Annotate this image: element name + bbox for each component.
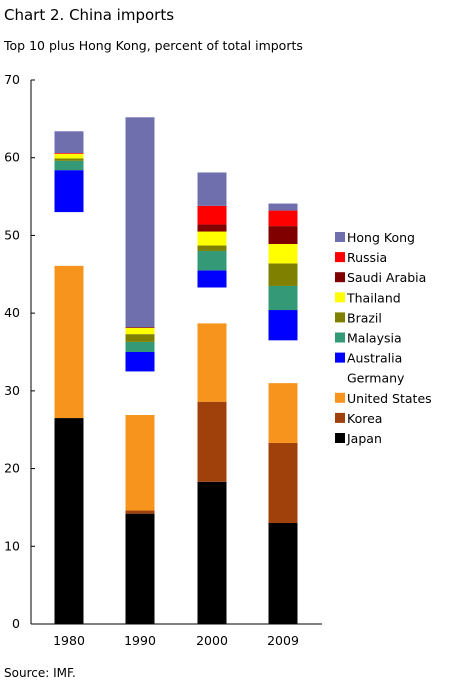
- y-tick-label: 60: [4, 150, 20, 165]
- y-tick-label: 10: [4, 538, 20, 553]
- bar-segment-thailand-1990: [125, 327, 155, 335]
- bar-segment-malaysia-1990: [125, 341, 155, 352]
- bar-segment-japan-1980: [54, 418, 84, 624]
- bar-segment-germany-1990: [125, 371, 155, 415]
- legend-swatch: [335, 292, 345, 303]
- bar-segment-brazil-1990: [125, 334, 155, 342]
- x-tick-label: 2009: [267, 633, 299, 648]
- y-tick-label: 40: [4, 305, 20, 320]
- bar-segment-korea-1990: [125, 510, 155, 514]
- bar-segment-hong-kong-1980: [54, 131, 84, 154]
- legend-label: Malaysia: [347, 331, 402, 346]
- bar-segment-hong-kong-2000: [197, 172, 227, 206]
- bar-segment-japan-1990: [125, 513, 155, 624]
- legend-label: Korea: [347, 411, 382, 426]
- y-tick-label: 50: [4, 227, 20, 242]
- y-tick-label: 30: [4, 383, 20, 398]
- legend-label: Japan: [346, 431, 382, 446]
- legend-label: Australia: [347, 351, 402, 366]
- legend-swatch: [335, 272, 345, 283]
- bar-segment-australia-1980: [54, 170, 84, 213]
- bar-segment-korea-2000: [197, 401, 227, 482]
- bar-segment-brazil-2000: [197, 245, 227, 251]
- bar-segment-saudi-arabia-1990: [125, 327, 155, 328]
- legend-label: Saudi Arabia: [347, 270, 426, 285]
- bar-segment-korea-2009: [268, 442, 298, 523]
- bar-segment-japan-2000: [197, 481, 227, 624]
- y-tick-label: 0: [12, 616, 20, 631]
- legend-swatch: [335, 332, 345, 343]
- bar-segment-germany-2000: [197, 287, 227, 324]
- bar-segment-thailand-2000: [197, 231, 227, 246]
- bar-segment-saudi-arabia-2000: [197, 224, 227, 232]
- chart-subtitle: Top 10 plus Hong Kong, percent of total …: [4, 38, 303, 53]
- legend-label: Germany: [347, 371, 405, 386]
- bar-segment-united-states-1980: [54, 265, 84, 419]
- bar-segment-united-states-2000: [197, 323, 227, 402]
- legend-swatch: [335, 232, 345, 242]
- legend-swatch: [335, 412, 345, 423]
- legend-swatch: [335, 392, 345, 403]
- bar-segment-hong-kong-2009: [268, 203, 298, 211]
- bar-segment-thailand-2009: [268, 243, 298, 264]
- bars: [54, 117, 298, 624]
- legend-swatch: [335, 352, 345, 363]
- legend-swatch: [335, 312, 345, 323]
- legend-label: Russia: [347, 250, 387, 265]
- legend-label: Thailand: [346, 290, 401, 305]
- bar-segment-united-states-2009: [268, 383, 298, 443]
- bar-segment-malaysia-2000: [197, 250, 227, 271]
- bar-segment-germany-2009: [268, 340, 298, 384]
- legend-swatch: [335, 252, 345, 263]
- bar-segment-russia-1980: [54, 153, 84, 154]
- bar-segment-japan-2009: [268, 522, 298, 624]
- bar-segment-australia-2000: [197, 270, 227, 288]
- bar-segment-malaysia-1980: [54, 160, 84, 171]
- bar-segment-thailand-1980: [54, 153, 84, 159]
- y-tick-label: 20: [4, 461, 20, 476]
- bar-segment-malaysia-2009: [268, 285, 298, 311]
- bar-segment-hong-kong-1990: [125, 117, 155, 328]
- bar-segment-russia-2000: [197, 205, 227, 225]
- legend-swatch: [335, 433, 345, 443]
- x-tick-label: 1990: [124, 633, 156, 648]
- bar-segment-united-states-1990: [125, 414, 155, 511]
- legend-label: United States: [347, 391, 432, 406]
- bar-segment-brazil-2009: [268, 263, 298, 286]
- bar-segment-saudi-arabia-2009: [268, 226, 298, 244]
- bar-segment-russia-2009: [268, 210, 298, 227]
- bar-segment-brazil-1980: [54, 158, 84, 161]
- legend-label: Brazil: [347, 310, 382, 325]
- source-note: Source: IMF.: [4, 666, 76, 680]
- y-tick-label: 70: [4, 72, 20, 87]
- x-tick-label: 1980: [53, 633, 85, 648]
- bar-segment-australia-2009: [268, 310, 298, 341]
- bar-segment-germany-1980: [54, 212, 84, 266]
- legend: Hong Kong Russia Saudi Arabia Thailand Brazi…: [335, 230, 432, 446]
- legend-label: Hong Kong: [347, 230, 415, 245]
- chart-title: Chart 2. China imports: [4, 6, 175, 24]
- x-tick-label: 2000: [196, 633, 228, 648]
- bar-segment-australia-1990: [125, 352, 155, 372]
